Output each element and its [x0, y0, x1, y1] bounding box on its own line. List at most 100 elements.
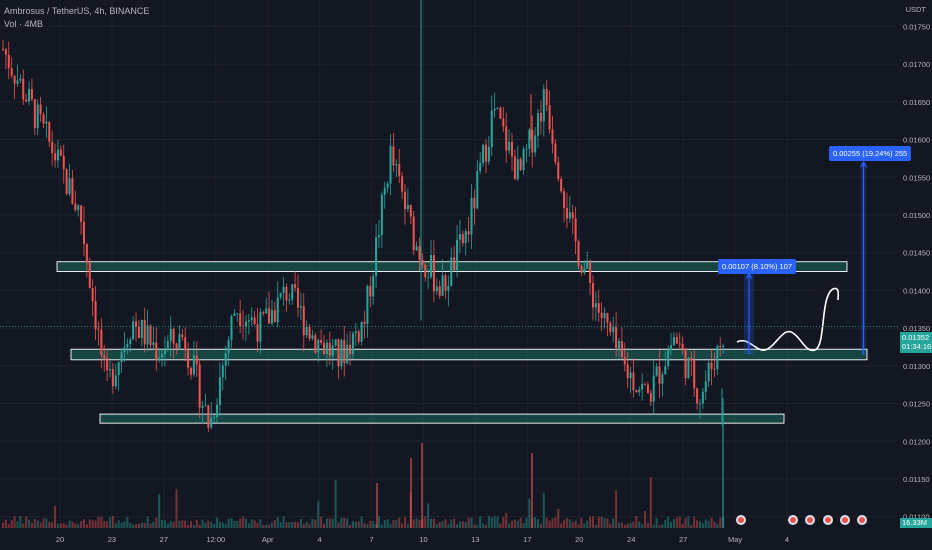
- candle-body: [149, 325, 152, 346]
- volume-bar: [606, 518, 609, 528]
- candle-body: [470, 197, 473, 235]
- candle-body: [438, 286, 441, 296]
- candle-body: [158, 357, 161, 361]
- candle-body: [476, 171, 479, 209]
- volume-bar: [441, 521, 444, 528]
- candle-body: [464, 231, 467, 244]
- volume-bar: [265, 524, 268, 528]
- volume-bar: [323, 523, 326, 528]
- candle-body: [534, 135, 537, 153]
- candle-body: [430, 254, 433, 278]
- volume-bar: [126, 516, 129, 528]
- candle-body: [28, 89, 31, 102]
- candle-body: [187, 350, 190, 368]
- volume-bar: [487, 516, 490, 528]
- volume-bar: [589, 516, 592, 528]
- candle-body: [591, 282, 594, 308]
- candle-body: [603, 313, 606, 319]
- volume-bar: [684, 517, 687, 528]
- volume-bar: [675, 517, 678, 528]
- candle-body: [39, 104, 42, 115]
- volume-bar: [117, 520, 120, 528]
- candle-body: [516, 159, 519, 180]
- volume-bar: [629, 523, 632, 528]
- volume-bar-spike: [421, 443, 423, 528]
- candle-body: [120, 352, 123, 363]
- candle-body: [401, 176, 404, 192]
- volume-legend[interactable]: Vol · 4MB: [4, 19, 44, 29]
- volume-bar: [10, 519, 13, 528]
- candle-body: [340, 340, 343, 367]
- volume-bar: [71, 521, 74, 528]
- candle-body: [169, 328, 172, 342]
- event-badge-dot: [825, 517, 831, 523]
- volume-bar: [482, 523, 485, 528]
- volume-bar: [137, 523, 140, 528]
- candle-body: [707, 362, 710, 382]
- candle-body: [198, 364, 201, 408]
- y-tick-label: 0.01350: [903, 324, 930, 333]
- volume-bar: [158, 494, 161, 528]
- volume-bar: [22, 523, 25, 528]
- volume-bar: [476, 524, 479, 528]
- candle-body: [94, 301, 97, 330]
- volume-bar: [331, 518, 334, 528]
- volume-bar: [638, 521, 641, 528]
- volume-bar: [565, 518, 568, 528]
- candle-body: [701, 391, 704, 404]
- candle-body: [458, 234, 461, 240]
- candle-body: [175, 343, 178, 349]
- x-tick-label: Apr: [262, 535, 274, 544]
- volume-bar-spike: [410, 458, 412, 528]
- volume-bar: [670, 521, 673, 528]
- volume-bar: [132, 524, 135, 528]
- candle-body: [10, 68, 13, 76]
- volume-tag: 16.33M: [900, 518, 932, 528]
- last-price-tag: 0.01352 01:34:16: [900, 332, 932, 353]
- volume-bar: [291, 522, 294, 528]
- y-tick-label: 0.01250: [903, 400, 930, 409]
- volume-bar: [545, 517, 548, 528]
- volume-bar: [195, 519, 198, 528]
- x-tick-label: 20: [56, 535, 64, 544]
- candle-body: [696, 388, 699, 404]
- volume-bar: [253, 520, 256, 528]
- candle-body: [629, 372, 632, 379]
- candle-body: [357, 331, 360, 342]
- candle-body: [282, 286, 285, 293]
- volume-bar: [28, 519, 31, 528]
- symbol-title[interactable]: Ambrosus / TetherUS, 4h, BINANCE: [4, 6, 150, 16]
- x-tick-label: 23: [108, 535, 116, 544]
- volume-bar: [687, 516, 690, 528]
- candle-body: [522, 149, 525, 170]
- volume-bar: [632, 521, 635, 528]
- candle-body: [487, 146, 490, 162]
- volume-bar: [403, 517, 407, 528]
- volume-bar: [580, 518, 583, 528]
- candle-body: [704, 381, 707, 392]
- volume-bar: [447, 524, 450, 528]
- volume-bar: [317, 501, 320, 528]
- candle-body: [328, 342, 331, 356]
- volume-bar: [74, 523, 77, 528]
- candle-body: [537, 113, 540, 136]
- candle-body: [213, 417, 216, 418]
- volume-bar: [56, 523, 59, 528]
- volume-bar: [111, 516, 114, 528]
- volume-bar: [594, 524, 597, 528]
- candle-body: [230, 316, 233, 341]
- candle-body: [484, 144, 487, 162]
- volume-bar: [201, 519, 204, 528]
- volume-bar: [432, 518, 435, 528]
- candle-body: [363, 321, 366, 324]
- volume-bar: [13, 516, 16, 528]
- volume-bar: [210, 521, 213, 528]
- candle-body: [667, 350, 670, 367]
- volume-bar: [655, 518, 658, 528]
- candle-body: [586, 262, 589, 269]
- time-axis: 20 23 27 12:00 Apr 4 7 10 13 17 20 24 27 May 4: [56, 535, 789, 544]
- candle-body: [253, 317, 256, 325]
- candle-body: [268, 308, 271, 324]
- volume-bar: [360, 516, 363, 528]
